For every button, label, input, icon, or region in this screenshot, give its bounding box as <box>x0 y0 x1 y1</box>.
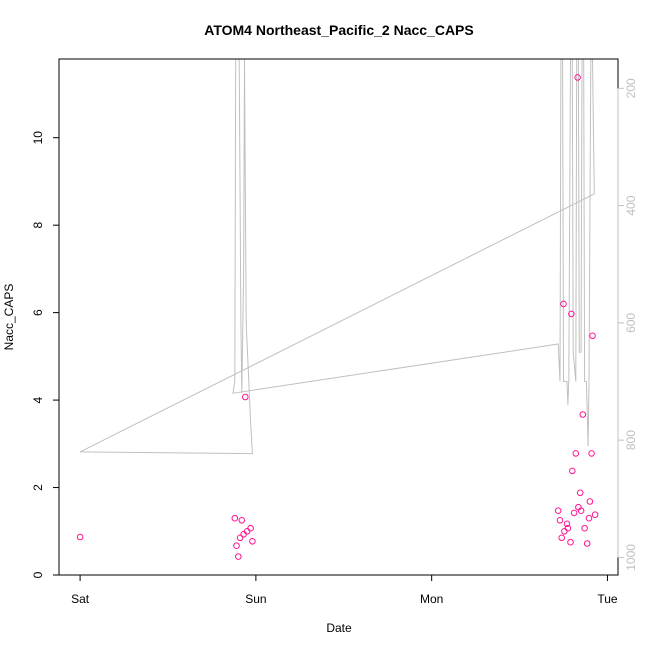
data-point-14 <box>560 300 567 308</box>
right-tick-label: 200 <box>624 78 638 98</box>
plot-area: 0 2 4 6 8 10 Sat Sun Mon Tue 200 400 600 800 1000 <box>31 58 638 606</box>
chart-title: ATOM4 Northeast_Pacific_2 Nacc_CAPS <box>204 22 473 38</box>
y-tick-label: 10 <box>31 131 45 145</box>
right-tick-label: 400 <box>624 195 638 215</box>
x-axis-label: Date <box>326 621 352 635</box>
x-tick-label: Sun <box>245 592 266 606</box>
data-point-10 <box>249 538 256 545</box>
y-tick-label: 8 <box>31 222 45 229</box>
x-tick-label: Sat <box>71 592 90 606</box>
data-point-26 <box>577 507 585 515</box>
y-tick-label: 4 <box>31 396 45 403</box>
x-tick-label: Mon <box>420 592 443 606</box>
data-point-31 <box>586 498 594 505</box>
data-point-15 <box>561 528 568 535</box>
x-tick-label: Tue <box>597 592 618 606</box>
data-point-33 <box>589 332 596 340</box>
data-point-18 <box>567 538 574 546</box>
right-tick-label: 600 <box>624 313 638 333</box>
y-tick-label: 6 <box>31 309 45 316</box>
data-point-29 <box>583 540 591 547</box>
right-tick-label: 1000 <box>624 544 638 571</box>
data-point-7 <box>242 393 249 401</box>
data-point-22 <box>572 450 580 457</box>
data-point-5 <box>238 517 246 524</box>
y-tick-label: 0 <box>31 571 45 578</box>
data-point-16 <box>563 520 571 528</box>
data-point-3 <box>235 553 242 560</box>
data-point-30 <box>585 514 593 522</box>
right-tick-label: 800 <box>624 430 638 450</box>
data-point-11 <box>554 507 562 515</box>
data-point-8 <box>243 528 251 535</box>
data-point-27 <box>579 411 587 418</box>
data-point-4 <box>236 534 244 542</box>
data-point-34 <box>591 511 599 519</box>
data-point-13 <box>558 534 566 542</box>
data-point-0 <box>76 533 84 541</box>
data-point-17 <box>564 524 572 532</box>
plot-frame <box>58 58 619 576</box>
y-axis-label: Nacc_CAPS <box>2 284 16 351</box>
data-point-23 <box>574 74 581 81</box>
data-point-2 <box>233 542 240 550</box>
data-point-20 <box>569 467 576 475</box>
data-point-19 <box>568 310 575 318</box>
data-point-1 <box>231 514 239 522</box>
data-point-12 <box>556 517 564 524</box>
data-point-25 <box>576 489 584 497</box>
y-tick-label: 2 <box>31 484 45 491</box>
data-point-9 <box>247 524 254 532</box>
data-point-21 <box>570 509 578 517</box>
series-line-1 <box>79 58 595 455</box>
data-point-28 <box>581 524 588 532</box>
data-point-32 <box>588 450 595 457</box>
data-point-6 <box>240 531 247 538</box>
